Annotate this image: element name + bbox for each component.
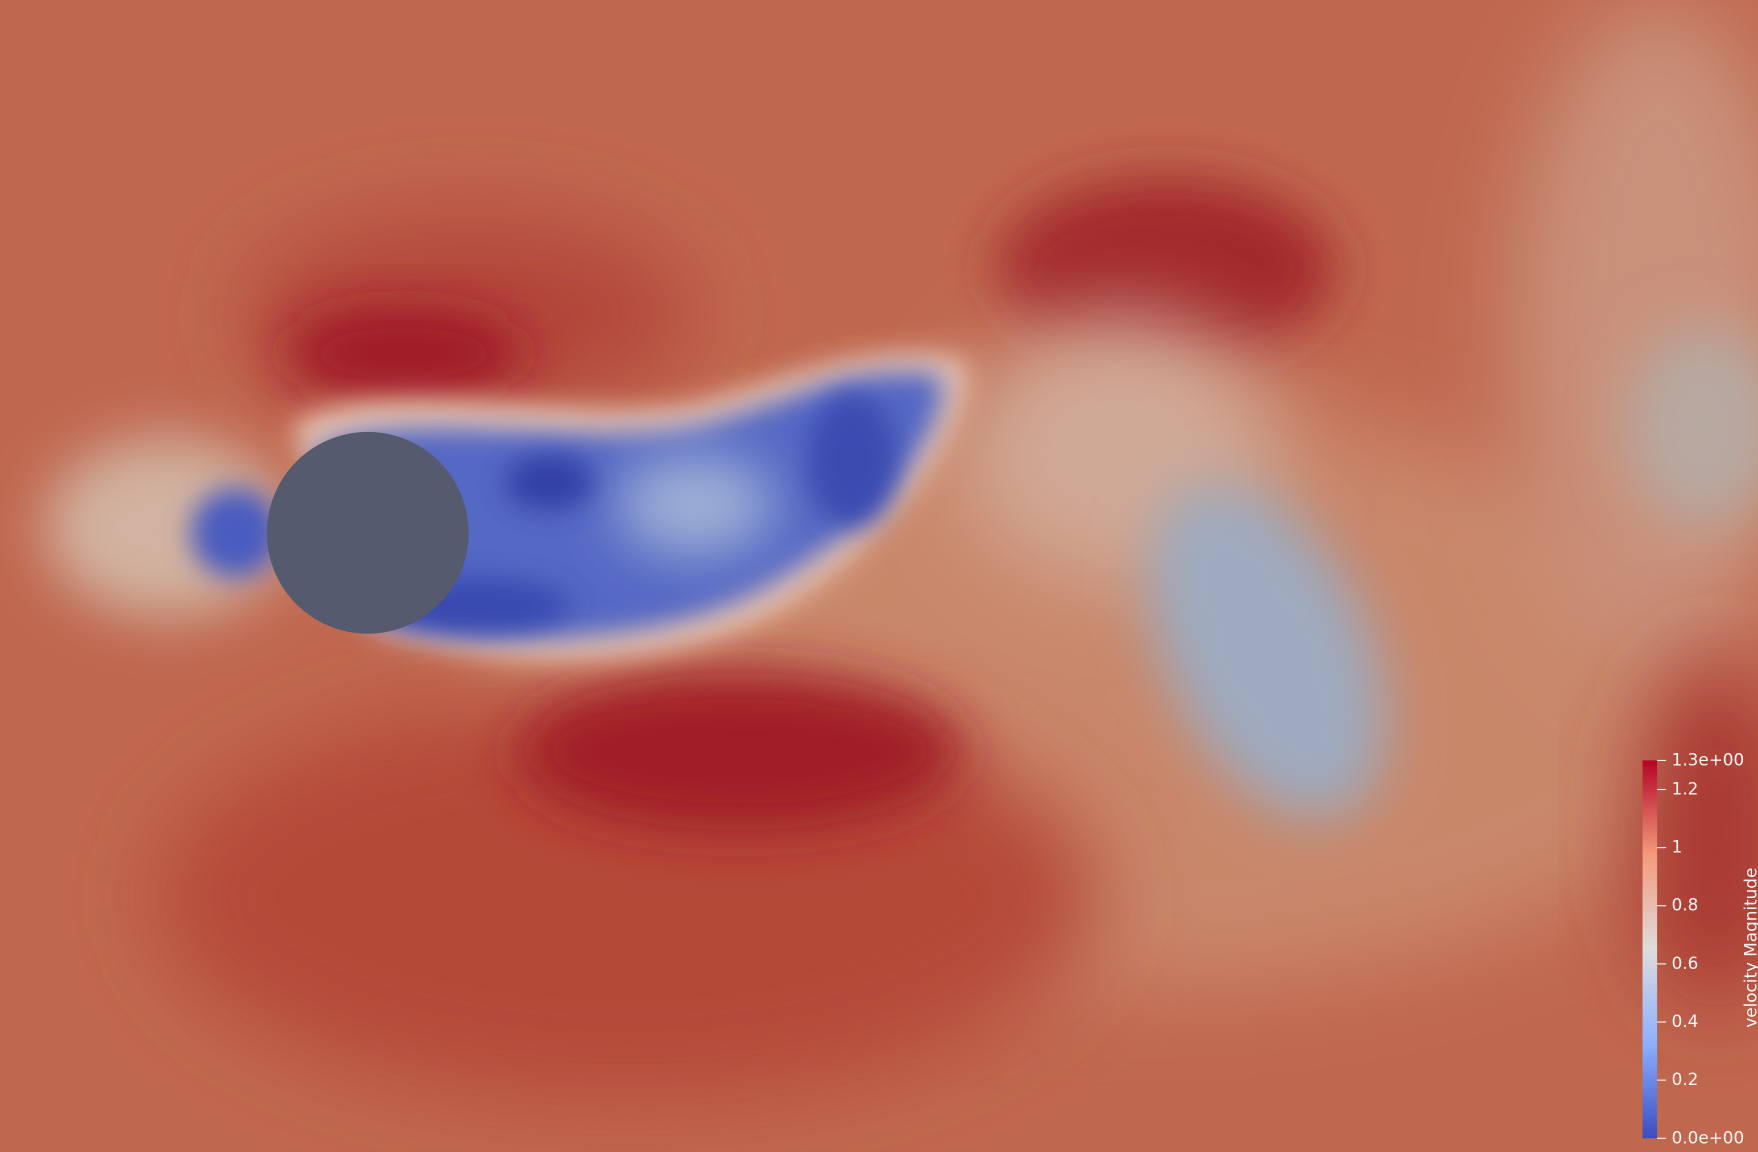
cylinder [266, 431, 469, 634]
tick-label: 0.2 [1672, 1069, 1699, 1089]
color-bar [1642, 760, 1658, 1139]
tick-label: 0.4 [1672, 1011, 1699, 1031]
color-legend: velocity Magnitude 0.0e+00 0.2 0.4 0.6 0.8 1 1… [1642, 749, 1758, 1147]
tick-label: 1.3e+00 [1672, 749, 1745, 769]
tick-label: 1 [1672, 837, 1683, 857]
tick-label: 0.6 [1672, 953, 1699, 973]
legend-title: velocity Magnitude [1740, 868, 1758, 1028]
tick-label: 1.2 [1672, 778, 1699, 798]
tick-label: 0.8 [1672, 895, 1699, 915]
tick-label: 0.0e+00 [1672, 1127, 1745, 1147]
